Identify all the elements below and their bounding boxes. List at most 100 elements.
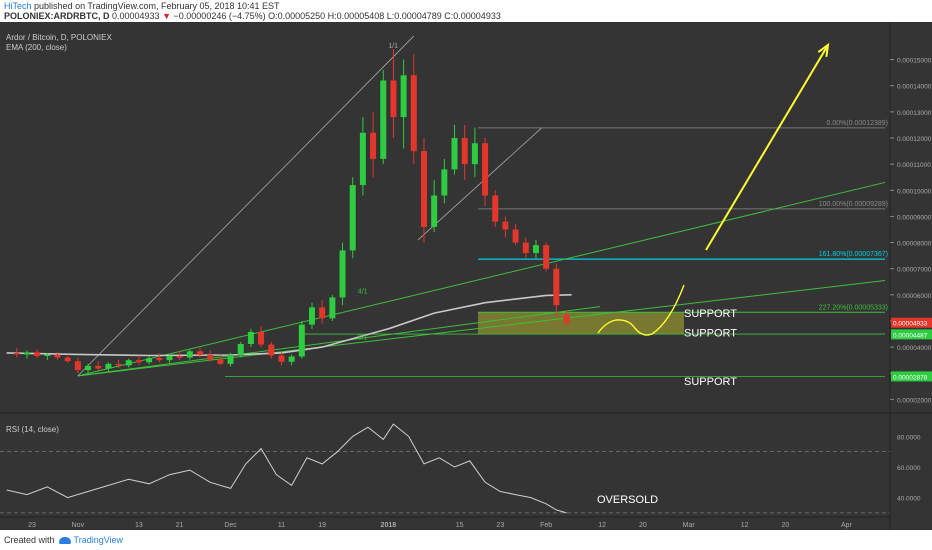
y-tick-label: 0.00009000 bbox=[897, 214, 932, 221]
candle-body bbox=[380, 80, 387, 159]
candle-body bbox=[227, 354, 234, 364]
candle-body bbox=[553, 268, 560, 306]
candle-body bbox=[370, 132, 377, 159]
candle-body bbox=[441, 169, 448, 196]
rsi-tick-label: 80.0000 bbox=[897, 434, 921, 441]
candle-body bbox=[339, 250, 346, 298]
footer: Created with TradingView bbox=[0, 530, 932, 550]
candle-body bbox=[135, 360, 142, 363]
candle-body bbox=[278, 355, 285, 362]
drawings-background bbox=[77, 35, 886, 377]
y-tick-label: 0.00002000 bbox=[897, 397, 932, 404]
price-badge-label: 0.00004487 bbox=[893, 332, 928, 339]
fib-label: 161.80%(0.00007367) bbox=[819, 251, 888, 258]
support-label: SUPPORT bbox=[684, 376, 737, 388]
candle-body bbox=[329, 297, 336, 319]
x-tick-label: 20 bbox=[639, 522, 647, 529]
chart-background bbox=[0, 22, 932, 530]
x-tick-label: 15 bbox=[456, 522, 464, 529]
y-tick-label: 0.00008000 bbox=[897, 241, 932, 248]
candle-body bbox=[217, 359, 224, 364]
last-price: 0.00004933 bbox=[112, 11, 160, 21]
x-tick-label: 23 bbox=[28, 522, 36, 529]
candle-body bbox=[522, 242, 529, 254]
x-tick-label: Apr bbox=[841, 522, 853, 529]
y-tick-label: 0.00007000 bbox=[897, 267, 932, 274]
candle-body bbox=[23, 352, 30, 355]
y-tick-label: 0.00006000 bbox=[897, 293, 932, 300]
x-tick-label: Dec bbox=[224, 522, 237, 529]
candle-body bbox=[146, 358, 153, 363]
x-tick-label: Feb bbox=[540, 522, 552, 529]
gann-line bbox=[77, 35, 415, 377]
projection-arrow bbox=[705, 44, 829, 251]
axes: 0.00015000 0.00014000 0.00013000 0.00012000… bbox=[28, 58, 932, 529]
x-tick-label: Mar bbox=[683, 522, 696, 529]
candle-body bbox=[64, 357, 71, 362]
x-tick-label: 12 bbox=[741, 522, 749, 529]
candle-body bbox=[247, 331, 254, 344]
candle-body bbox=[461, 138, 468, 165]
x-tick-label: 2018 bbox=[381, 522, 397, 529]
rsi-pane: 80.0000 60.0000 40.0000 OVERSOLD bbox=[0, 423, 921, 514]
y-tick-label: 0.00014000 bbox=[897, 84, 932, 91]
x-tick-label: 20 bbox=[781, 522, 789, 529]
publish-header: HiTech published on TradingView.com, Feb… bbox=[0, 0, 932, 22]
price-change: −0.00000246 (−4.75%) bbox=[173, 11, 266, 21]
created-with-text: Created with bbox=[4, 535, 55, 545]
price-badge bbox=[891, 371, 932, 382]
candle-body bbox=[176, 355, 183, 358]
y-tick-label: 0.00010000 bbox=[897, 188, 932, 195]
ema-line bbox=[6, 294, 572, 357]
candle-body bbox=[400, 75, 407, 118]
candles bbox=[13, 49, 570, 376]
candle-body bbox=[105, 363, 112, 369]
candle-body bbox=[74, 361, 81, 371]
price-badge bbox=[891, 329, 932, 340]
grid bbox=[0, 22, 932, 530]
candle-body bbox=[298, 324, 305, 357]
fib-label: 100.00%(0.00009289) bbox=[819, 201, 888, 208]
candle-body bbox=[95, 365, 102, 369]
fib-label: 0.00%(0.00012389) bbox=[827, 120, 889, 127]
y-tick-label: 0.00011000 bbox=[897, 162, 931, 169]
candle-body bbox=[288, 356, 295, 362]
fib-label: 227.20%(0.00005333) bbox=[819, 304, 888, 311]
support-label: SUPPORT bbox=[684, 328, 737, 340]
channel-line bbox=[417, 127, 543, 241]
candle-body bbox=[237, 343, 244, 355]
rsi-tick-label: 40.0000 bbox=[897, 496, 921, 503]
candle-body bbox=[186, 351, 193, 358]
price-badge-label: 0.00004933 bbox=[893, 321, 928, 328]
indicator-label: EMA (200, close) bbox=[6, 43, 67, 52]
tradingview-brand[interactable]: TradingView bbox=[73, 535, 124, 545]
rsi-title: RSI (14, close) bbox=[6, 425, 59, 434]
support-zone bbox=[478, 312, 684, 335]
chart-area[interactable]: 0.00%(0.00012389) 100.00%(0.00009289) 161.… bbox=[0, 22, 932, 530]
candle-body bbox=[451, 138, 458, 170]
support-label: SUPPORT bbox=[684, 308, 737, 320]
candle-body bbox=[543, 245, 550, 269]
change-arrow-icon: ▼ bbox=[162, 11, 172, 21]
candle-body bbox=[13, 352, 20, 355]
candle-body bbox=[268, 344, 275, 356]
candle-body bbox=[166, 355, 173, 361]
chart-title: Ardor / Bitcoin, D, POLONIEX bbox=[6, 33, 112, 42]
candle-body bbox=[512, 229, 519, 243]
candle-body bbox=[309, 307, 315, 325]
candle-body bbox=[349, 185, 356, 251]
y-tick-label: 0.00004000 bbox=[897, 345, 932, 352]
candle-body bbox=[431, 195, 438, 227]
arrow-head-icon bbox=[817, 42, 830, 58]
author-link[interactable]: HiTech bbox=[4, 1, 32, 11]
gann-label: 4/1 bbox=[358, 289, 368, 296]
candle-body bbox=[390, 80, 397, 118]
projection-curve bbox=[597, 284, 685, 336]
candle-body bbox=[563, 314, 570, 323]
drawings: 0.00%(0.00012389) 100.00%(0.00009289) 161.… bbox=[358, 42, 889, 388]
publish-text: published on TradingView.com, February 0… bbox=[34, 1, 280, 11]
trend-line-3 bbox=[77, 306, 601, 377]
candle-body bbox=[420, 151, 427, 227]
ema-path bbox=[6, 294, 572, 357]
trend-line-1 bbox=[77, 181, 886, 377]
